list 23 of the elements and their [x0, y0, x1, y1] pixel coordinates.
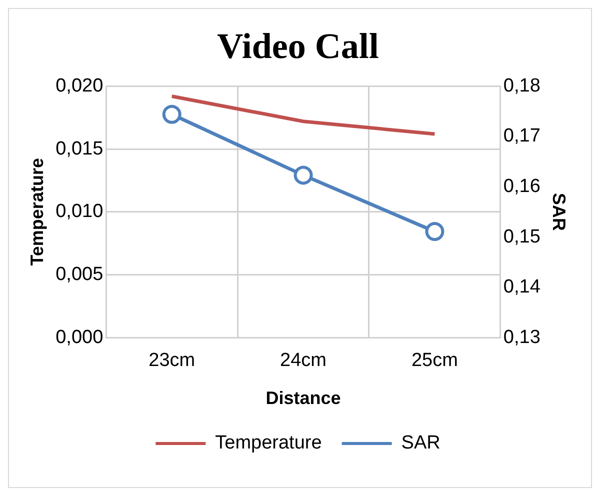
point — [294, 166, 313, 185]
y2-tick-label: 0,13 — [503, 326, 540, 348]
y2-tick-label: 0,14 — [503, 276, 541, 298]
x-tick-label: 23cm — [148, 350, 196, 372]
y-tick-label: 0,015 — [56, 138, 104, 160]
y2-tick-label: 0,16 — [503, 176, 540, 197]
x-axis-title: Distance — [266, 388, 341, 408]
y-axis-title: Temperature — [26, 158, 47, 266]
y-tick-label: 0,010 — [56, 201, 104, 222]
legend-label: SAR — [401, 432, 440, 454]
y2-tick-label: 0,17 — [503, 126, 540, 147]
y-tick-label: 0,005 — [56, 264, 104, 285]
chart-title: Video Call — [217, 26, 379, 66]
y-tick-label: 0,000 — [56, 326, 104, 348]
point — [162, 104, 182, 124]
x-tick-label: 25cm — [411, 350, 458, 372]
y2-tick-label: 0,18 — [503, 75, 540, 96]
x-tick-label: 24cm — [280, 350, 327, 372]
point — [425, 222, 444, 242]
y2-tick-label: 0,15 — [503, 226, 540, 248]
y-tick-label: 0,020 — [56, 75, 104, 96]
y2-axis-title: SAR — [549, 192, 570, 231]
legend-label: Temperature — [215, 432, 322, 454]
